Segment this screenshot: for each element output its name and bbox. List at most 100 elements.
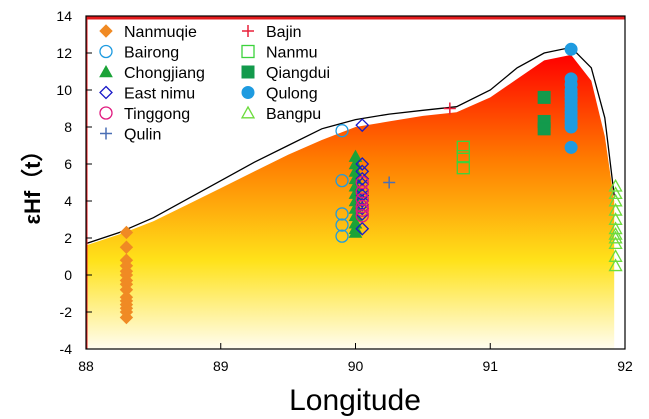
series-qulin xyxy=(383,176,396,189)
legend-label: Bangpu xyxy=(266,106,321,123)
data-point xyxy=(119,240,134,254)
series-nanmu xyxy=(456,140,470,175)
legend-label: Qulin xyxy=(124,127,161,144)
y-tick-label: 14 xyxy=(56,8,72,24)
data-point xyxy=(355,185,369,199)
legend-item: Bairong xyxy=(99,44,179,62)
data-point xyxy=(608,236,623,250)
data-point xyxy=(335,124,349,138)
data-point xyxy=(608,178,623,192)
series-nanmuqie xyxy=(119,225,134,325)
legend-label: Qiangdui xyxy=(266,65,330,82)
data-point xyxy=(537,90,551,104)
data-point xyxy=(335,173,349,188)
legend-marker xyxy=(99,85,113,100)
legend-marker xyxy=(241,44,255,59)
legend-label: Nanmu xyxy=(266,45,318,62)
y-tick-label: 8 xyxy=(64,119,72,135)
x-tick-label: 91 xyxy=(482,358,498,374)
series-tinggong xyxy=(355,175,369,223)
legend-item: Bajin xyxy=(242,24,302,41)
series-bangpu xyxy=(608,178,623,272)
x-tick-label: 88 xyxy=(78,358,94,374)
data-point xyxy=(564,120,578,134)
y-axis-label: εHf（t） xyxy=(20,140,45,225)
data-point xyxy=(456,161,470,175)
data-point xyxy=(119,310,134,325)
data-point xyxy=(608,193,623,207)
series-qiangdui xyxy=(537,90,551,136)
data-point xyxy=(564,140,578,154)
legend-marker xyxy=(100,127,112,140)
legend-marker xyxy=(240,105,256,119)
legend-label: Bajin xyxy=(266,24,302,41)
data-point xyxy=(443,102,456,115)
legend-marker xyxy=(242,25,254,37)
data-point xyxy=(608,221,623,235)
data-point xyxy=(335,229,349,243)
series-qulong xyxy=(564,42,578,154)
data-point xyxy=(335,207,349,221)
data-point xyxy=(355,175,369,190)
legend-label: Tinggong xyxy=(124,106,190,123)
data-point xyxy=(383,176,396,189)
legend: Nanmuqie Bairong Chongjiang East nimu Tinggo… xyxy=(99,24,330,144)
y-tick-label: 10 xyxy=(56,82,72,98)
data-point xyxy=(608,212,623,225)
x-tick-label: 89 xyxy=(213,358,229,374)
data-point xyxy=(608,226,623,240)
data-point xyxy=(355,192,369,206)
legend-marker xyxy=(241,65,255,79)
envelope-area xyxy=(86,54,615,349)
data-point xyxy=(335,218,349,232)
series-bairong xyxy=(335,124,349,243)
data-point xyxy=(355,157,370,171)
legend-item: Tinggong xyxy=(99,106,190,123)
y-tick-label: 6 xyxy=(64,156,72,172)
y-tick-label: 2 xyxy=(64,230,72,246)
legend-item: Qulin xyxy=(100,127,161,144)
y-tick-label: -2 xyxy=(60,304,73,320)
legend-label: Qulong xyxy=(266,86,318,103)
legend-marker xyxy=(99,64,113,78)
data-point xyxy=(456,140,470,155)
x-tick-label: 92 xyxy=(617,358,633,374)
data-point xyxy=(355,194,370,208)
legend-marker xyxy=(241,86,255,99)
y-tick-label: -4 xyxy=(60,341,73,357)
data-point xyxy=(119,225,134,240)
plot-area xyxy=(86,16,625,349)
legend-label: Chongjiang xyxy=(124,65,205,82)
data-point xyxy=(355,164,370,179)
legend-label: East nimu xyxy=(124,86,195,103)
x-tick-label: 90 xyxy=(348,358,364,374)
data-point xyxy=(355,118,370,133)
data-point xyxy=(355,209,369,223)
legend-marker xyxy=(99,106,113,120)
legend-item: Nanmuqie xyxy=(99,24,197,41)
data-point xyxy=(355,188,370,203)
legend-marker xyxy=(99,24,113,38)
legend-item: Bangpu xyxy=(240,105,321,123)
data-point xyxy=(608,230,623,244)
data-point xyxy=(608,202,623,216)
legend-item: Chongjiang xyxy=(99,64,205,82)
data-point xyxy=(608,186,623,200)
legend-item: East nimu xyxy=(99,85,195,103)
data-point xyxy=(456,149,470,164)
legend-item: Qiangdui xyxy=(241,65,330,82)
legend-item: Qulong xyxy=(241,86,318,103)
legend-label: Nanmuqie xyxy=(124,24,197,41)
data-point xyxy=(608,249,623,262)
data-point xyxy=(608,258,623,272)
legend-marker xyxy=(99,44,113,59)
data-point xyxy=(564,42,578,56)
legend-label: Bairong xyxy=(124,45,179,62)
y-tick-label: 0 xyxy=(64,267,72,283)
data-point xyxy=(355,203,369,217)
x-axis-label: Longitude xyxy=(289,384,421,417)
data-point xyxy=(355,199,369,214)
series-bajin xyxy=(443,102,456,115)
